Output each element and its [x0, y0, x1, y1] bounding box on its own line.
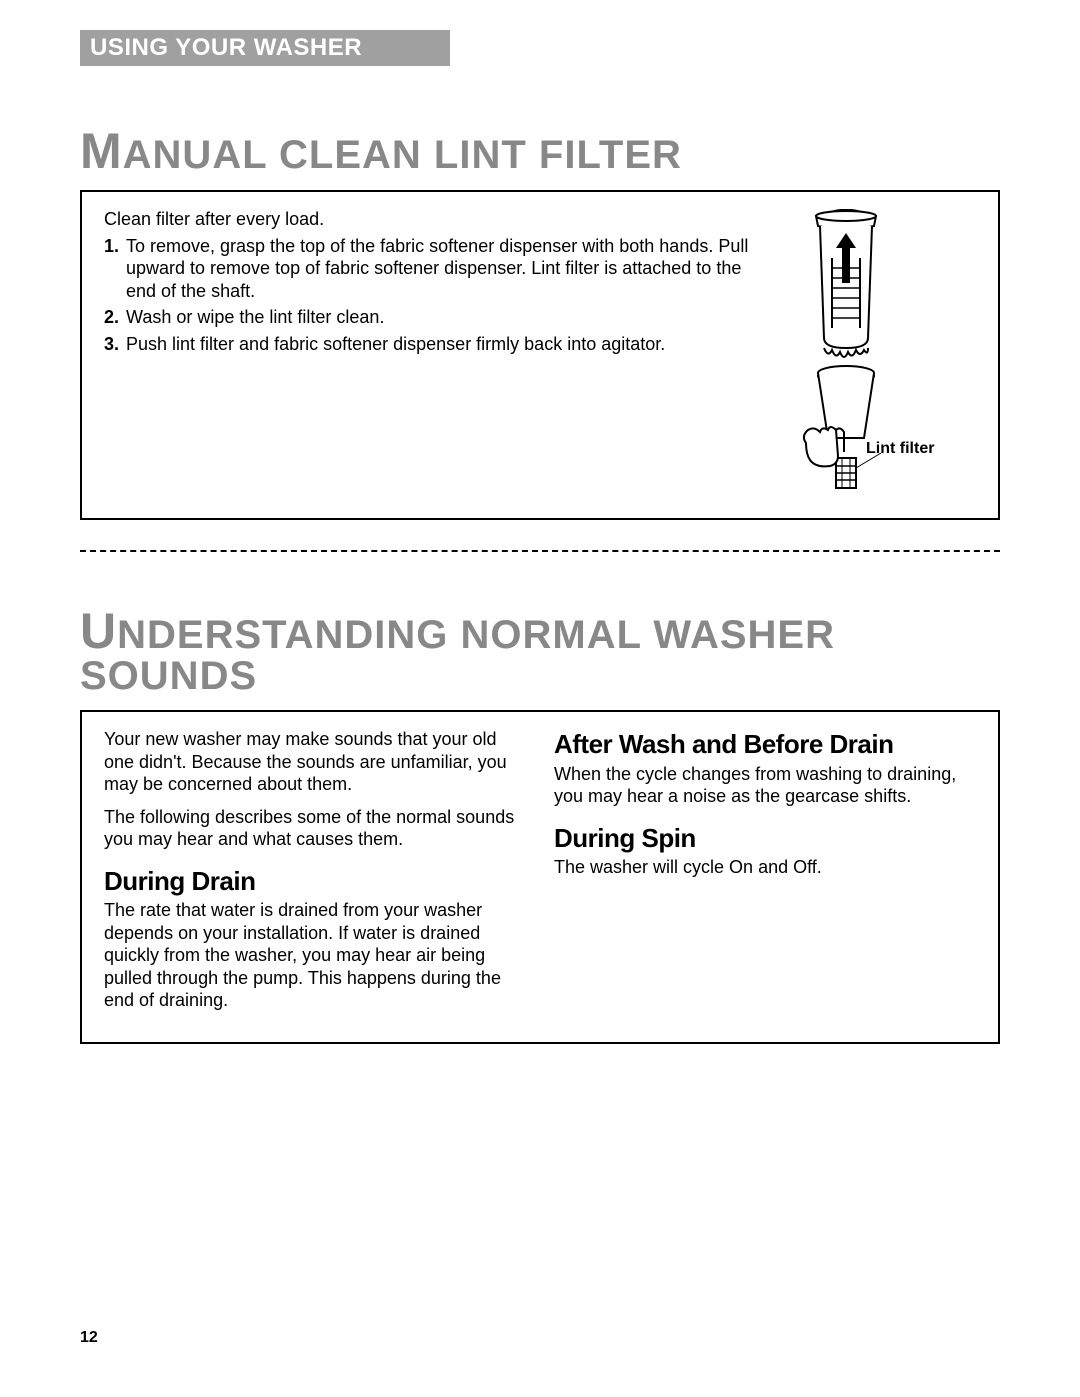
section-header-bar: USING YOUR WASHER	[80, 30, 450, 66]
sounds-box: Your new washer may make sounds that you…	[80, 710, 1000, 1044]
title-cap-2: U	[80, 603, 117, 659]
during-spin-heading: During Spin	[554, 822, 976, 855]
lint-filter-label: Lint filter	[866, 440, 934, 458]
sounds-intro-2: The following describes some of the norm…	[104, 806, 526, 851]
lint-intro: Clean filter after every load.	[104, 208, 764, 231]
after-wash-heading: After Wash and Before Drain	[554, 728, 976, 761]
during-drain-text: The rate that water is drained from your…	[104, 899, 526, 1012]
section-title-lint-filter: MANUAL CLEAN LINT FILTER	[80, 126, 1000, 176]
sounds-right-column: After Wash and Before Drain When the cyc…	[554, 728, 976, 1022]
step-2: 2.Wash or wipe the lint filter clean.	[104, 306, 764, 329]
section-title-sounds: UNDERSTANDING NORMAL WASHER SOUNDS	[80, 606, 1000, 696]
title-rest-2: NDERSTANDING NORMAL WASHER SOUNDS	[80, 613, 835, 698]
title-rest: ANUAL CLEAN LINT FILTER	[123, 133, 682, 177]
lint-filter-diagram: Lint filter	[776, 208, 976, 498]
step-3: 3.Push lint filter and fabric softener d…	[104, 333, 764, 356]
lint-filter-text: Clean filter after every load. 1.To remo…	[104, 208, 764, 498]
step-1: 1.To remove, grasp the top of the fabric…	[104, 235, 764, 303]
page-number: 12	[80, 1329, 98, 1347]
sounds-left-column: Your new washer may make sounds that you…	[104, 728, 526, 1022]
section-divider	[80, 550, 1000, 552]
lint-steps-list: 1.To remove, grasp the top of the fabric…	[104, 235, 764, 356]
sounds-intro-1: Your new washer may make sounds that you…	[104, 728, 526, 796]
during-drain-heading: During Drain	[104, 865, 526, 898]
during-spin-text: The washer will cycle On and Off.	[554, 856, 976, 879]
title-cap: M	[80, 123, 123, 179]
lint-filter-box: Clean filter after every load. 1.To remo…	[80, 190, 1000, 520]
after-wash-text: When the cycle changes from washing to d…	[554, 763, 976, 808]
